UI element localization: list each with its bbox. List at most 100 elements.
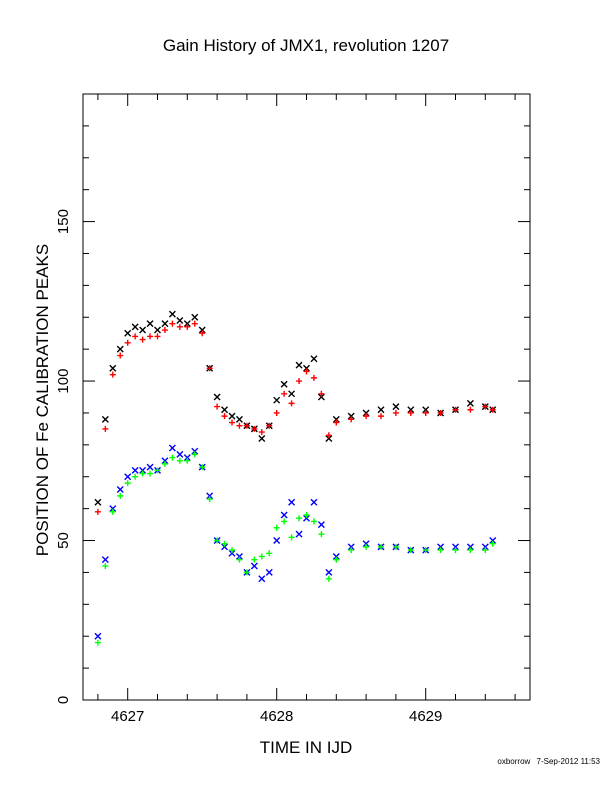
data-point: [362, 540, 370, 548]
data-point: [489, 540, 496, 547]
data-point: [161, 457, 169, 465]
data-point: [169, 320, 176, 327]
data-point: [452, 547, 459, 554]
data-point: [489, 406, 496, 413]
data-point: [161, 327, 168, 334]
data-point: [243, 569, 250, 576]
data-point: [131, 323, 139, 331]
axis-ticks: [83, 94, 530, 701]
data-point: [258, 434, 266, 442]
data-point: [265, 568, 273, 576]
data-point: [466, 543, 474, 551]
y-tick-label: 150: [55, 209, 72, 234]
data-point: [154, 467, 161, 474]
data-point: [116, 345, 124, 353]
data-point: [229, 419, 235, 426]
data-point: [221, 406, 229, 414]
data-point: [251, 556, 258, 563]
data-point: [229, 547, 235, 554]
data-point: [124, 339, 131, 346]
data-point: [206, 492, 214, 500]
data-point: [325, 568, 333, 576]
y-tick-label: 50: [55, 532, 72, 549]
data-point: [250, 562, 258, 570]
data-point: [347, 543, 355, 551]
data-point: [169, 454, 176, 461]
data-point: [168, 310, 176, 318]
data-point: [437, 409, 444, 416]
data-point: [235, 415, 243, 423]
data-point: [236, 556, 243, 563]
data-point: [132, 333, 139, 340]
data-point: [467, 406, 474, 413]
data-point: [176, 450, 184, 458]
data-point: [131, 466, 139, 474]
data-point: [452, 406, 459, 413]
data-point: [325, 432, 332, 439]
data-point: [317, 393, 325, 401]
x-axis-label: TIME IN IJD: [259, 738, 353, 757]
data-point: [116, 486, 124, 493]
data-point: [184, 457, 191, 464]
footer-timestamp: 7-Sep-2012 11:53: [536, 757, 600, 766]
data-point: [109, 371, 116, 378]
data-point: [124, 480, 131, 487]
data-point: [213, 393, 221, 401]
chart-title: Gain History of JMX1, revolution 1207: [162, 36, 450, 55]
data-point: [228, 549, 236, 557]
footer-stamp: oxborrow 7-Sep-2012 11:53: [493, 757, 600, 766]
data-point: [221, 543, 229, 551]
data-point: [407, 547, 414, 554]
data-point: [191, 313, 199, 321]
data-point: [325, 575, 332, 582]
data-point: [437, 547, 444, 554]
data-point: [154, 333, 161, 340]
y-tick-label: 0: [55, 696, 72, 704]
data-point: [333, 556, 340, 563]
data-point: [191, 451, 198, 458]
data-point: [288, 400, 295, 407]
data-point: [101, 556, 109, 564]
data-point: [296, 515, 303, 522]
data-point: [303, 512, 310, 519]
data-point: [288, 498, 296, 506]
data-point: [377, 406, 385, 414]
data-point: [101, 415, 109, 423]
data-point: [221, 540, 228, 547]
data-point: [317, 521, 325, 529]
data-point: [214, 403, 221, 410]
data-point: [176, 457, 183, 464]
data-point: [235, 552, 243, 560]
data-point: [288, 390, 296, 398]
data-point: [124, 329, 132, 337]
data-point: [347, 412, 355, 420]
data-point: [378, 543, 384, 550]
data-point: [176, 323, 183, 330]
data-point: [109, 508, 116, 515]
series-2: [94, 320, 496, 515]
data-point: [280, 380, 288, 388]
data-point: [176, 316, 184, 324]
data-marks: [94, 310, 497, 646]
data-point: [362, 409, 370, 417]
data-point: [332, 415, 340, 423]
data-point: [258, 429, 265, 436]
data-point: [481, 543, 489, 551]
data-point: [139, 466, 147, 474]
data-point: [258, 553, 265, 560]
data-point: [363, 413, 370, 420]
data-point: [146, 463, 154, 471]
data-point: [199, 464, 206, 471]
data-point: [94, 498, 102, 506]
data-point: [94, 639, 101, 646]
y-axis-label: POSITION OF Fe CALIBRATION PEAKS: [33, 243, 52, 557]
data-point: [281, 518, 288, 525]
data-point: [288, 534, 295, 541]
data-point: [266, 550, 273, 557]
data-point: [161, 460, 168, 467]
data-point: [109, 364, 117, 372]
data-point: [273, 409, 280, 416]
data-point: [183, 320, 191, 328]
data-point: [206, 365, 213, 372]
